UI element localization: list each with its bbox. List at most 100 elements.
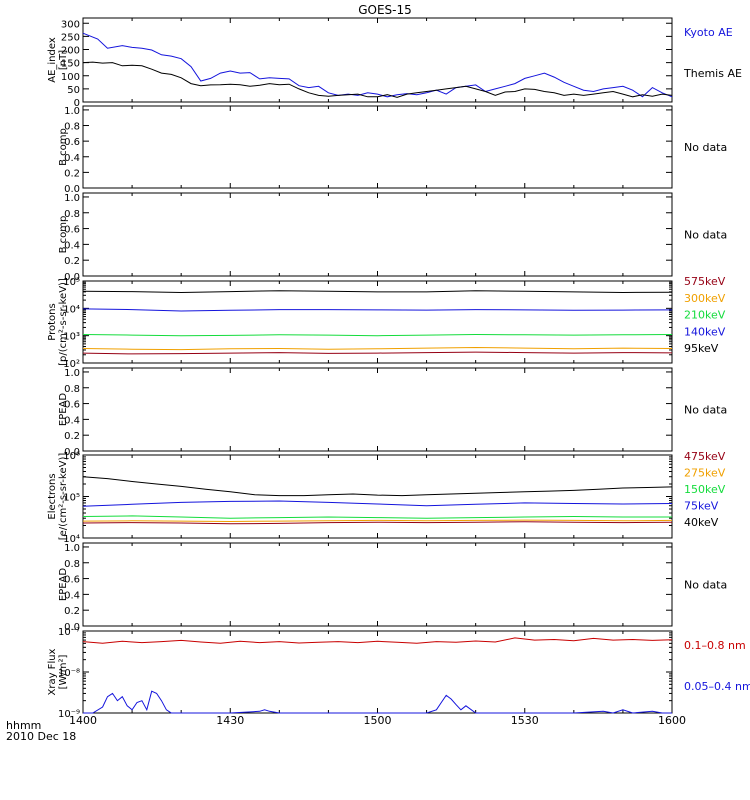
y-tick-label: 10⁻⁹ [58,709,80,720]
y-tick-label: 0.4 [64,415,80,426]
y-tick-label: 0.2 [64,431,80,442]
x-tick-label: 1430 [216,714,244,727]
y-tick-label: 1.0 [64,106,80,117]
y-tick-label: 0.8 [64,122,80,133]
panel-frame [82,17,673,103]
y-tick-label: 10⁵ [63,277,80,288]
panel-3: 0.0 0.2 0.4 0.6 0.8 1.0 B comp No data [58,192,727,283]
no-data-note: No data [684,579,727,592]
series-line-575kev [82,351,673,355]
legend-entry: 0.05–0.4 nm [684,680,750,693]
y-tick-label: 100 [61,72,80,83]
y-tick-label: 300 [61,19,80,30]
y-tick-label: 10³ [63,332,80,343]
y-axis-label: EPEAD [58,393,69,427]
panel-frame [82,280,673,364]
y-axis-label: B comp [58,216,69,254]
no-data-note: No data [684,404,727,417]
x-axis-time-label: hhmm [6,719,41,732]
y-axis-label: Protons [47,303,58,340]
y-tick-label: 0 [74,98,80,109]
series-line-475kev [82,521,673,525]
y-tick-label: 0.0 [64,184,80,195]
y-tick-label: 150 [61,59,80,70]
series-line-75kev [82,500,673,507]
series-line-40kev [82,476,673,497]
y-tick-label: 0.2 [64,256,80,267]
y-axis-label: [W/m²] [58,654,69,689]
y-tick-label: 1.0 [64,193,80,204]
y-axis-label: Xray Flux [47,648,58,695]
series-line-0-1-0-8-nm [82,637,673,644]
legend-entry: 575keV [684,275,726,288]
y-axis-label: [p/(cm²-s-sr-keV)] [58,278,69,366]
y-tick-label: 0.0 [64,447,80,458]
y-axis-label: Electrons [47,473,58,519]
y-tick-label: 0.6 [64,575,80,586]
series-line-210kev [82,333,673,337]
y-tick-label: 10⁻⁸ [58,668,80,679]
panel-frame [82,105,673,189]
legend-entry: 300keV [684,292,726,305]
series-line-0-05-0-4-nm [83,690,672,714]
legend-entry: 0.1–0.8 nm [684,639,746,652]
y-axis-label: EPEAD [58,568,69,602]
no-data-note: No data [684,229,727,242]
legend-entry: 75keV [684,500,719,513]
plot-title: GOES-15 [358,3,412,17]
y-tick-label: 0.8 [64,559,80,570]
legend-entry: Themis AE [683,67,742,80]
y-tick-label: 1.0 [64,543,80,554]
y-tick-label: 250 [61,32,80,43]
x-tick-label: 1400 [69,714,97,727]
panel-frame [82,630,673,714]
panel-frame [82,367,673,452]
legend-entry: 40keV [684,516,719,529]
y-tick-label: 0.8 [64,384,80,395]
x-tick-label: 1530 [511,714,539,727]
y-tick-label: 0.2 [64,606,80,617]
panel-frame [82,192,673,277]
panel-frame [82,454,673,539]
series-line-275kev [82,519,673,523]
panel-4: 10² 10³ 10⁴ 10⁵ Protons [p/(cm²-s-sr-keV)] 575… [47,275,726,370]
y-tick-label: 0.6 [64,137,80,148]
y-tick-label: 50 [67,85,80,96]
y-tick-label: 0.4 [64,240,80,251]
y-tick-label: 10⁻⁷ [58,627,80,638]
y-tick-label: 0.2 [64,168,80,179]
y-axis-label: AE_index [47,37,58,83]
legend-entry: Kyoto AE [684,26,733,39]
y-tick-label: 0.8 [64,209,80,220]
y-tick-label: 10⁵ [63,493,80,504]
y-axis-label: [e/(cm²-s-sr-keV)] [58,453,69,541]
panel-5: 0.0 0.2 0.4 0.6 0.8 1.0 EPEAD No data [58,367,727,458]
panel-frame [82,542,673,627]
panel-2: 0.0 0.2 0.4 0.6 0.8 1.0 B comp No data [58,105,727,195]
x-tick-label: 1600 [658,714,686,727]
x-axis-date-label: 2010 Dec 18 [6,730,76,743]
y-tick-label: 10⁶ [63,451,80,462]
legend-entry: 475keV [684,450,726,463]
panel-6: 10⁴ 10⁵ 10⁶ Electrons [e/(cm²-s-sr-keV)] 475k… [47,450,726,545]
y-tick-label: 10² [63,359,80,370]
y-tick-label: 0.4 [64,590,80,601]
y-axis-label: B comp [58,128,69,166]
y-tick-label: 0.0 [64,272,80,283]
y-tick-label: 0.0 [64,622,80,633]
series-line-95kev [82,290,673,294]
y-tick-label: 0.4 [64,153,80,164]
y-tick-label: 10⁴ [63,304,80,315]
legend-entry: 95keV [684,342,719,355]
y-tick-label: 1.0 [64,368,80,379]
series-line-150kev [82,515,672,519]
no-data-note: No data [684,141,727,154]
legend-entry: 210keV [684,309,726,322]
series-line-themis-ae [82,61,673,98]
series-line-kyoto-ae [82,32,673,98]
panel-7: 0.0 0.2 0.4 0.6 0.8 1.0 EPEAD No data [58,542,727,633]
legend-entry: 275keV [684,467,726,480]
